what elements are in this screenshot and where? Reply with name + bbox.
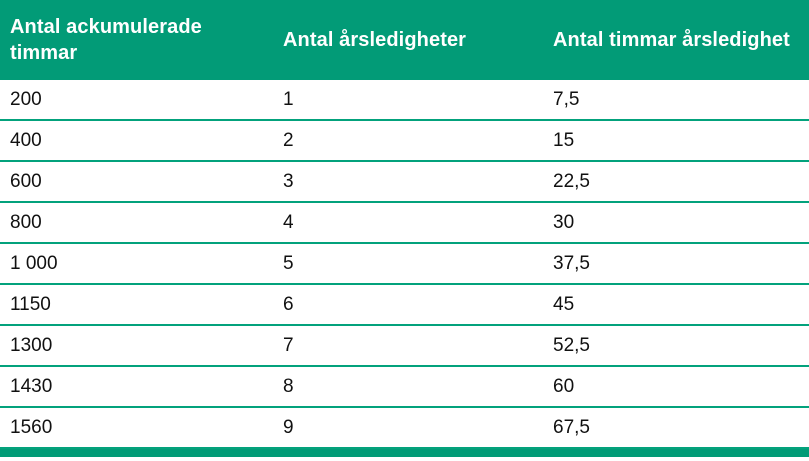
table-cell: 22,5 [553,170,590,192]
table-cell: 60 [553,375,575,397]
table-cell: 2 [283,129,294,151]
table-header-row: Antal ackumulerade timmar Antal årsledig… [0,0,809,80]
table-cell: 5 [283,252,294,274]
table-cell: 1560 [10,416,53,438]
table-row: 1560 9 67,5 [0,408,809,449]
table-cell: 600 [10,170,42,192]
table-cell: 800 [10,211,42,233]
table-row: 400 2 15 [0,121,809,162]
table-cell: 7,5 [553,88,580,110]
table-cell: 15 [553,129,575,151]
table-bottom-border [0,449,809,457]
table-row: 1 000 5 37,5 [0,244,809,285]
table-cell: 30 [553,211,575,233]
table-row: 1430 8 60 [0,367,809,408]
column-header-arsledigheter: Antal årsledigheter [283,29,467,51]
table-cell: 9 [283,416,294,438]
table-row: 1150 6 45 [0,285,809,326]
table-cell: 67,5 [553,416,590,438]
table-cell: 1 [283,88,294,110]
table-cell: 3 [283,170,294,192]
table-cell: 37,5 [553,252,590,274]
table-cell: 1 000 [10,252,58,274]
table-row: 600 3 22,5 [0,162,809,203]
table-cell: 1150 [10,293,51,315]
table-cell: 1430 [10,375,53,397]
column-header-ackumulerade-timmar: Antal ackumulerade timmar [10,16,202,64]
column-header-timmar-arsledighet: Antal timmar årsledighet [553,29,790,51]
table-cell: 52,5 [553,334,590,356]
table-cell: 400 [10,129,42,151]
table-cell: 8 [283,375,294,397]
table-row: 1300 7 52,5 [0,326,809,367]
table-cell: 4 [283,211,294,233]
table-cell: 7 [283,334,294,356]
table-cell: 200 [10,88,42,110]
table-row: 800 4 30 [0,203,809,244]
table-cell: 45 [553,293,575,315]
table-row: 200 1 7,5 [0,80,809,121]
table-cell: 6 [283,293,294,315]
table-cell: 1300 [10,334,53,356]
